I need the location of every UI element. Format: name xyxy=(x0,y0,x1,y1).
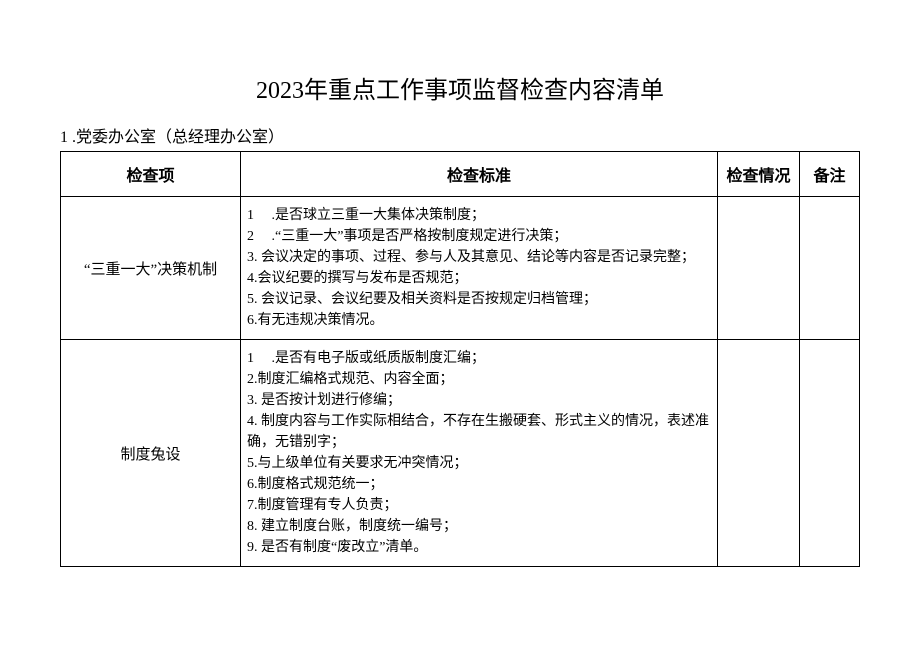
standards-cell: 1 .是否有电子版或纸质版制度汇编； 2.制度汇编格式规范、内容全面； 3. 是… xyxy=(241,340,718,567)
standard-line: 6.制度格式规范统一； xyxy=(247,474,711,495)
table-header-row: 检查项 检查标准 检查情况 备注 xyxy=(61,152,860,197)
item-name-cell: 制度兔设 xyxy=(61,340,241,567)
header-status: 检查情况 xyxy=(718,152,800,197)
standard-line: 1 .是否球立三重一大集体决策制度； xyxy=(247,205,711,226)
standards-cell: 1 .是否球立三重一大集体决策制度； 2 .“三重一大”事项是否严格按制度规定进… xyxy=(241,197,718,340)
standard-line: 5. 会议记录、会议纪要及相关资料是否按规定归档管理； xyxy=(247,289,711,310)
remark-cell xyxy=(800,340,860,567)
header-standard: 检查标准 xyxy=(241,152,718,197)
header-remark: 备注 xyxy=(800,152,860,197)
standard-line: 2 .“三重一大”事项是否严格按制度规定进行决策； xyxy=(247,226,711,247)
document-page: 2023年重点工作事项监督检查内容清单 1 .党委办公室（总经理办公室） 检查项… xyxy=(0,0,920,567)
section-label: 1 .党委办公室（总经理办公室） xyxy=(60,123,860,147)
item-name-cell: “三重一大”决策机制 xyxy=(61,197,241,340)
checklist-table: 检查项 检查标准 检查情况 备注 “三重一大”决策机制 1 .是否球立三重一大集… xyxy=(60,151,860,567)
standard-line: 6.有无违规决策情况。 xyxy=(247,310,711,331)
standard-line: 3. 会议决定的事项、过程、参与人及其意见、结论等内容是否记录完整； xyxy=(247,247,711,268)
table-row: 制度兔设 1 .是否有电子版或纸质版制度汇编； 2.制度汇编格式规范、内容全面；… xyxy=(61,340,860,567)
document-title: 2023年重点工作事项监督检查内容清单 xyxy=(60,70,860,105)
standard-line: 1 .是否有电子版或纸质版制度汇编； xyxy=(247,348,711,369)
status-cell xyxy=(718,197,800,340)
table-row: “三重一大”决策机制 1 .是否球立三重一大集体决策制度； 2 .“三重一大”事… xyxy=(61,197,860,340)
standard-line: 7.制度管理有专人负责； xyxy=(247,495,711,516)
standard-line: 9. 是否有制度“废改立”清单。 xyxy=(247,537,711,558)
standard-line: 3. 是否按计划进行修编； xyxy=(247,390,711,411)
remark-cell xyxy=(800,197,860,340)
standard-line: 2.制度汇编格式规范、内容全面； xyxy=(247,369,711,390)
status-cell xyxy=(718,340,800,567)
standard-line: 4. 制度内容与工作实际相结合，不存在生搬硬套、形式主义的情况，表述准确，无错别… xyxy=(247,411,711,453)
standard-line: 4.会议纪要的撰写与发布是否规范； xyxy=(247,268,711,289)
standard-line: 8. 建立制度台账，制度统一编号； xyxy=(247,516,711,537)
standard-line: 5.与上级单位有关要求无冲突情况； xyxy=(247,453,711,474)
header-item: 检查项 xyxy=(61,152,241,197)
